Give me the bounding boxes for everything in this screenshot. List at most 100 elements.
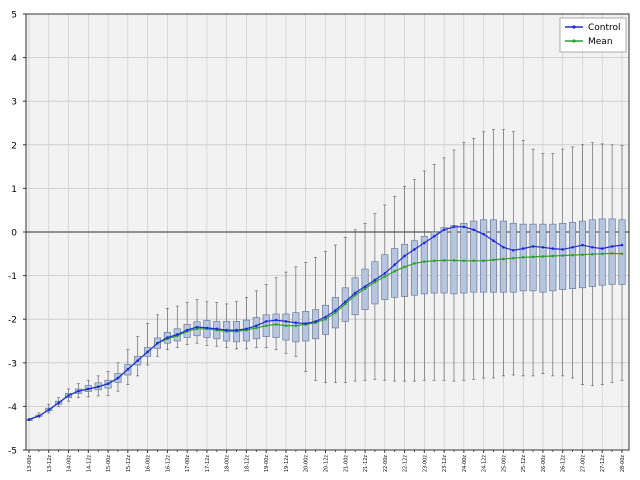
box-iqr bbox=[499, 220, 507, 293]
series-point-mean bbox=[452, 259, 456, 262]
series-point-mean bbox=[472, 259, 476, 263]
series-point-mean bbox=[610, 252, 614, 255]
y-tick-label: 0 bbox=[11, 229, 17, 239]
legend-label-mean: Mean bbox=[588, 37, 613, 47]
x-tick-label: 22-12z bbox=[403, 455, 409, 473]
y-tick-label: -5 bbox=[8, 447, 17, 457]
series-point-mean bbox=[442, 259, 446, 262]
y-tick-label: 4 bbox=[11, 54, 17, 64]
box-iqr bbox=[470, 220, 478, 293]
series-point-mean bbox=[571, 253, 574, 257]
series-point-mean bbox=[393, 269, 396, 273]
box-iqr bbox=[420, 236, 428, 295]
series-point-control bbox=[600, 247, 604, 250]
series-point-control bbox=[482, 232, 485, 236]
x-tick-label: 15-12z bbox=[126, 455, 132, 473]
series-point-mean bbox=[492, 258, 495, 262]
series-point-mean bbox=[591, 252, 594, 256]
series-point-control bbox=[511, 249, 515, 252]
series-point-control bbox=[363, 285, 367, 288]
series-point-control bbox=[432, 235, 436, 238]
series-point-control bbox=[383, 272, 387, 275]
series-point-mean bbox=[363, 287, 367, 290]
x-tick-label: 16-12z bbox=[165, 455, 171, 473]
series-point-control bbox=[294, 321, 298, 324]
series-point-mean bbox=[462, 259, 466, 263]
series-point-control bbox=[126, 368, 130, 371]
series-point-control bbox=[255, 324, 258, 328]
x-tick-label: 25-00z bbox=[501, 455, 507, 473]
box-iqr bbox=[480, 219, 488, 293]
series-point-control bbox=[106, 382, 110, 386]
legend-item-control: Control bbox=[565, 23, 621, 33]
box-iqr bbox=[598, 218, 606, 286]
series-point-control bbox=[284, 320, 288, 323]
series-point-control bbox=[235, 328, 238, 332]
series-point-control bbox=[452, 225, 456, 229]
series-point-control bbox=[87, 387, 90, 391]
series-point-mean bbox=[600, 252, 604, 256]
x-axis: 13-00z 13-12z 14-00z 14-12z 15-00z 15-12z 16-0… bbox=[27, 450, 626, 472]
series-point-control bbox=[620, 243, 624, 247]
x-tick-label: 19-12z bbox=[284, 455, 290, 473]
series-point-mean bbox=[521, 255, 525, 259]
series-point-mean bbox=[413, 262, 416, 265]
series-point-mean bbox=[423, 260, 426, 263]
series-point-control bbox=[37, 414, 41, 418]
series-point-control bbox=[116, 376, 120, 380]
series-point-control bbox=[205, 326, 209, 330]
x-tick-label: 26-00z bbox=[541, 455, 547, 473]
x-tick-label: 24-00z bbox=[462, 455, 468, 473]
series-point-mean bbox=[294, 324, 298, 328]
series-point-control bbox=[314, 320, 317, 323]
x-tick-label: 23-00z bbox=[422, 455, 428, 473]
series-point-control bbox=[225, 328, 228, 332]
series-point-mean bbox=[264, 324, 268, 328]
x-tick-label: 23-12z bbox=[442, 455, 448, 473]
series-point-control bbox=[175, 333, 179, 336]
series-point-control bbox=[195, 325, 199, 329]
x-tick-label: 13-00z bbox=[27, 455, 33, 473]
box-iqr bbox=[618, 219, 626, 285]
x-tick-label: 14-12z bbox=[86, 455, 92, 473]
x-tick-label: 13-12z bbox=[47, 455, 53, 473]
series-point-mean bbox=[581, 253, 584, 256]
x-tick-label: 27-00z bbox=[580, 455, 586, 473]
series-point-control bbox=[215, 327, 219, 331]
x-tick-label: 17-12z bbox=[205, 455, 211, 473]
series-point-mean bbox=[432, 259, 436, 263]
series-point-control bbox=[551, 247, 555, 250]
x-tick-label: 25-12z bbox=[521, 455, 527, 473]
series-point-control bbox=[96, 385, 100, 389]
series-point-mean bbox=[324, 317, 327, 321]
series-point-control bbox=[245, 327, 248, 331]
box-iqr bbox=[549, 223, 557, 292]
series-point-mean bbox=[353, 293, 357, 297]
series-point-control bbox=[264, 320, 268, 323]
series-point-control bbox=[393, 263, 396, 267]
series-point-control bbox=[334, 309, 337, 312]
y-tick-label: -3 bbox=[8, 359, 17, 369]
series-point-control bbox=[343, 300, 347, 304]
series-point-control bbox=[77, 389, 80, 393]
series-point-control bbox=[581, 243, 584, 247]
series-point-control bbox=[610, 245, 614, 248]
series-point-control bbox=[591, 245, 594, 249]
box-iqr bbox=[410, 240, 418, 296]
y-tick-label: 5 bbox=[11, 11, 17, 21]
x-tick-label: 20-00z bbox=[304, 455, 310, 473]
series-point-control bbox=[472, 228, 476, 232]
series-point-control bbox=[442, 228, 446, 232]
series-point-control bbox=[353, 291, 357, 295]
series-point-control bbox=[413, 248, 416, 251]
series-point-control bbox=[492, 239, 495, 243]
legend-label-control: Control bbox=[588, 23, 621, 33]
series-point-control bbox=[146, 350, 149, 354]
legend-marker-control bbox=[572, 25, 576, 29]
box-iqr bbox=[608, 218, 616, 285]
legend-item-mean: Mean bbox=[565, 37, 613, 47]
series-point-mean bbox=[403, 265, 406, 269]
series-point-control bbox=[57, 401, 60, 405]
series-point-control bbox=[541, 245, 545, 249]
series-point-mean bbox=[373, 280, 377, 284]
